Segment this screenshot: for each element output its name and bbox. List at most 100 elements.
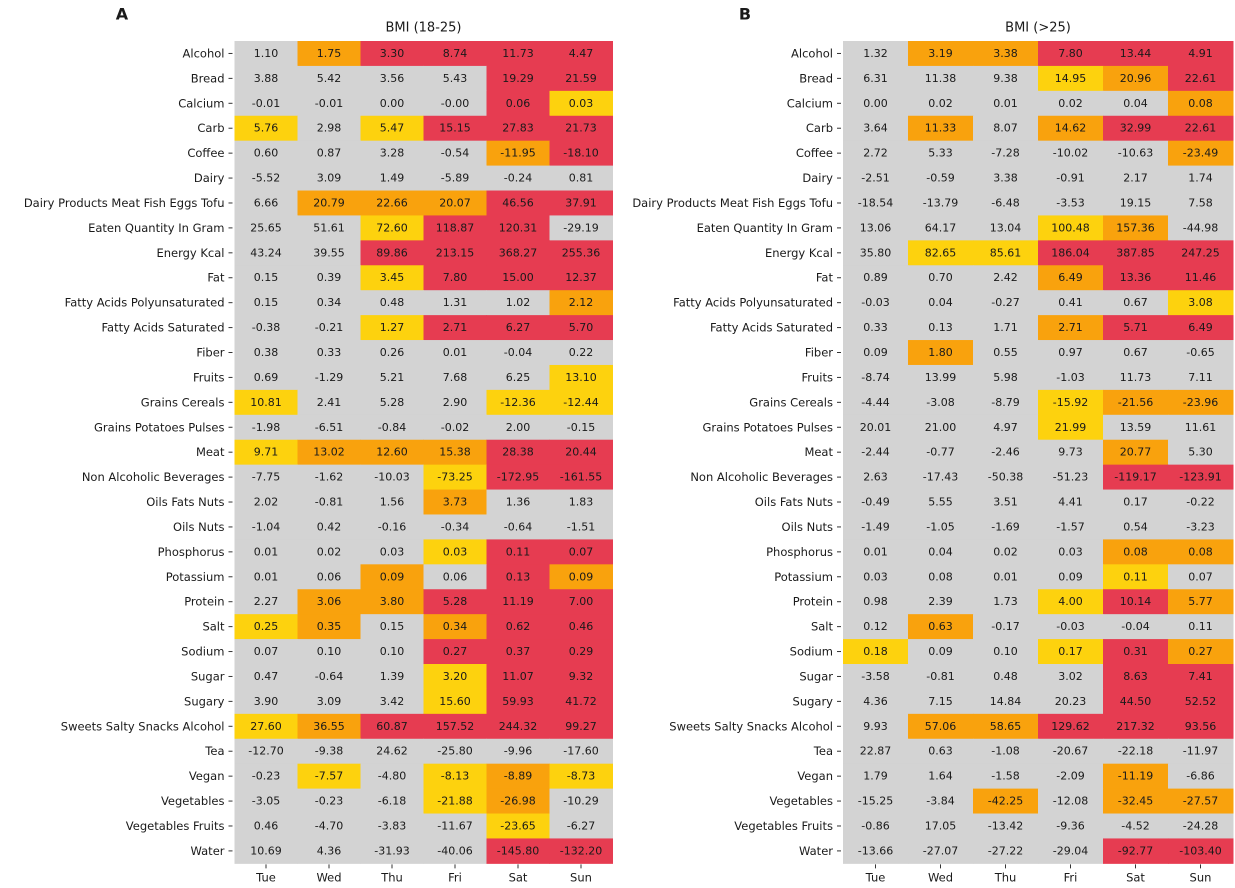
row-label: Fruits	[802, 370, 834, 384]
heatmap-cell	[908, 290, 974, 316]
heatmap-cell	[1038, 664, 1104, 690]
heatmap-cell	[843, 838, 909, 864]
heatmap-cell	[973, 564, 1039, 590]
cell-label: -0.21	[315, 321, 343, 334]
heatmap-cell	[973, 290, 1039, 316]
cell-label: 0.17	[1058, 645, 1083, 658]
cell-label: 120.31	[499, 221, 538, 234]
heatmap-cell	[297, 813, 361, 839]
heatmap-cell	[234, 140, 298, 167]
row-label: Oils Fats Nuts	[146, 495, 224, 509]
cell-label: 0.00	[380, 97, 405, 110]
cell-label: 89.86	[376, 246, 408, 259]
cell-label: 9.32	[569, 670, 594, 683]
cell-label: 0.07	[254, 645, 279, 658]
heatmap-cell	[1103, 639, 1169, 665]
heatmap-cell	[1103, 165, 1169, 192]
cell-label: -0.23	[252, 770, 280, 783]
row-label: Fiber	[805, 346, 833, 360]
cell-label: 9.93	[863, 720, 888, 733]
heatmap-cell	[973, 65, 1039, 92]
heatmap-cell	[1038, 389, 1104, 416]
x-tick-label: Sat	[509, 870, 528, 884]
cell-label: 21.59	[565, 72, 597, 85]
heatmap-cell	[486, 713, 550, 740]
cell-label: 0.48	[380, 296, 405, 309]
heatmap-cell	[423, 41, 487, 67]
cell-label: 186.04	[1051, 246, 1090, 259]
row-label: Calcium	[178, 96, 224, 110]
heatmap-cell	[423, 614, 487, 640]
row-label: Water	[191, 844, 225, 858]
cell-label: 14.95	[1055, 72, 1087, 85]
cell-label: 1.39	[380, 670, 405, 683]
heatmap-cell	[549, 688, 613, 715]
heatmap-cell	[486, 664, 550, 690]
heatmap-cell	[423, 140, 487, 167]
heatmap-cell	[549, 140, 613, 167]
cell-label: 0.42	[317, 520, 342, 533]
cell-label: 1.36	[506, 496, 531, 509]
cell-label: 368.27	[499, 246, 538, 259]
heatmap-cell	[297, 464, 361, 491]
cell-label: -6.86	[1186, 770, 1214, 783]
heatmap-cell	[1168, 190, 1234, 216]
cell-label: -31.93	[374, 844, 409, 857]
cell-label: 2.63	[863, 471, 888, 484]
cell-label: -0.23	[315, 795, 343, 808]
cell-label: 15.38	[439, 446, 471, 459]
heatmap-cell	[486, 788, 550, 815]
cell-label: 20.77	[1120, 446, 1152, 459]
row-label: Sodium	[790, 645, 833, 659]
heatmap-cell	[908, 464, 974, 491]
row-label: Fruits	[193, 370, 225, 384]
heatmap-cell	[908, 240, 974, 266]
heatmap-cell	[1038, 41, 1104, 67]
cell-label: 3.80	[380, 595, 405, 608]
cell-label: 3.38	[993, 47, 1018, 60]
cell-label: -1.49	[861, 520, 889, 533]
heatmap-cell	[1103, 539, 1169, 565]
cell-label: 2.98	[317, 122, 342, 135]
heatmap-cell	[908, 90, 974, 117]
heatmap-cell	[908, 340, 974, 366]
cell-label: 21.99	[1055, 421, 1087, 434]
cell-label: 9.38	[993, 72, 1018, 85]
cell-label: 4.97	[993, 421, 1018, 434]
heatmap-cell	[297, 389, 361, 416]
cell-label: 3.45	[380, 271, 405, 284]
heatmap-cell	[486, 265, 550, 291]
cell-label: 99.27	[565, 720, 597, 733]
cell-label: 0.00	[863, 97, 888, 110]
row-label: Fat	[207, 271, 225, 285]
cell-label: 19.29	[502, 72, 534, 85]
cell-label: 0.46	[254, 819, 279, 832]
heatmap-cell	[1038, 688, 1104, 715]
cell-label: -8.74	[861, 371, 889, 384]
heatmap-cell	[908, 614, 974, 640]
cell-label: 10.14	[1120, 595, 1152, 608]
cell-label: 0.06	[317, 570, 342, 583]
cell-label: 6.31	[863, 72, 888, 85]
heatmap-cell	[549, 788, 613, 815]
heatmap-cell	[1038, 165, 1104, 192]
cell-label: 0.08	[1188, 97, 1213, 110]
row-label: Eaten Quantity In Gram	[88, 221, 224, 235]
cell-label: 5.76	[254, 122, 279, 135]
heatmap-cell	[973, 364, 1039, 391]
heatmap-cell	[423, 215, 487, 241]
cell-label: 0.13	[928, 321, 953, 334]
heatmap-cell	[360, 489, 424, 515]
cell-label: 85.61	[990, 246, 1022, 259]
cell-label: -132.20	[560, 844, 602, 857]
x-tick-label: Thu	[994, 870, 1017, 884]
heatmap-cell	[1103, 838, 1169, 864]
heatmap-cell	[423, 788, 487, 815]
heatmap-cell	[1103, 664, 1169, 690]
heatmap-cell	[973, 713, 1039, 740]
heatmap-cell	[549, 738, 613, 765]
cell-label: 7.80	[1058, 47, 1083, 60]
cell-label: 27.83	[502, 122, 534, 135]
cell-label: 5.28	[443, 595, 468, 608]
heatmap-cell	[486, 215, 550, 241]
